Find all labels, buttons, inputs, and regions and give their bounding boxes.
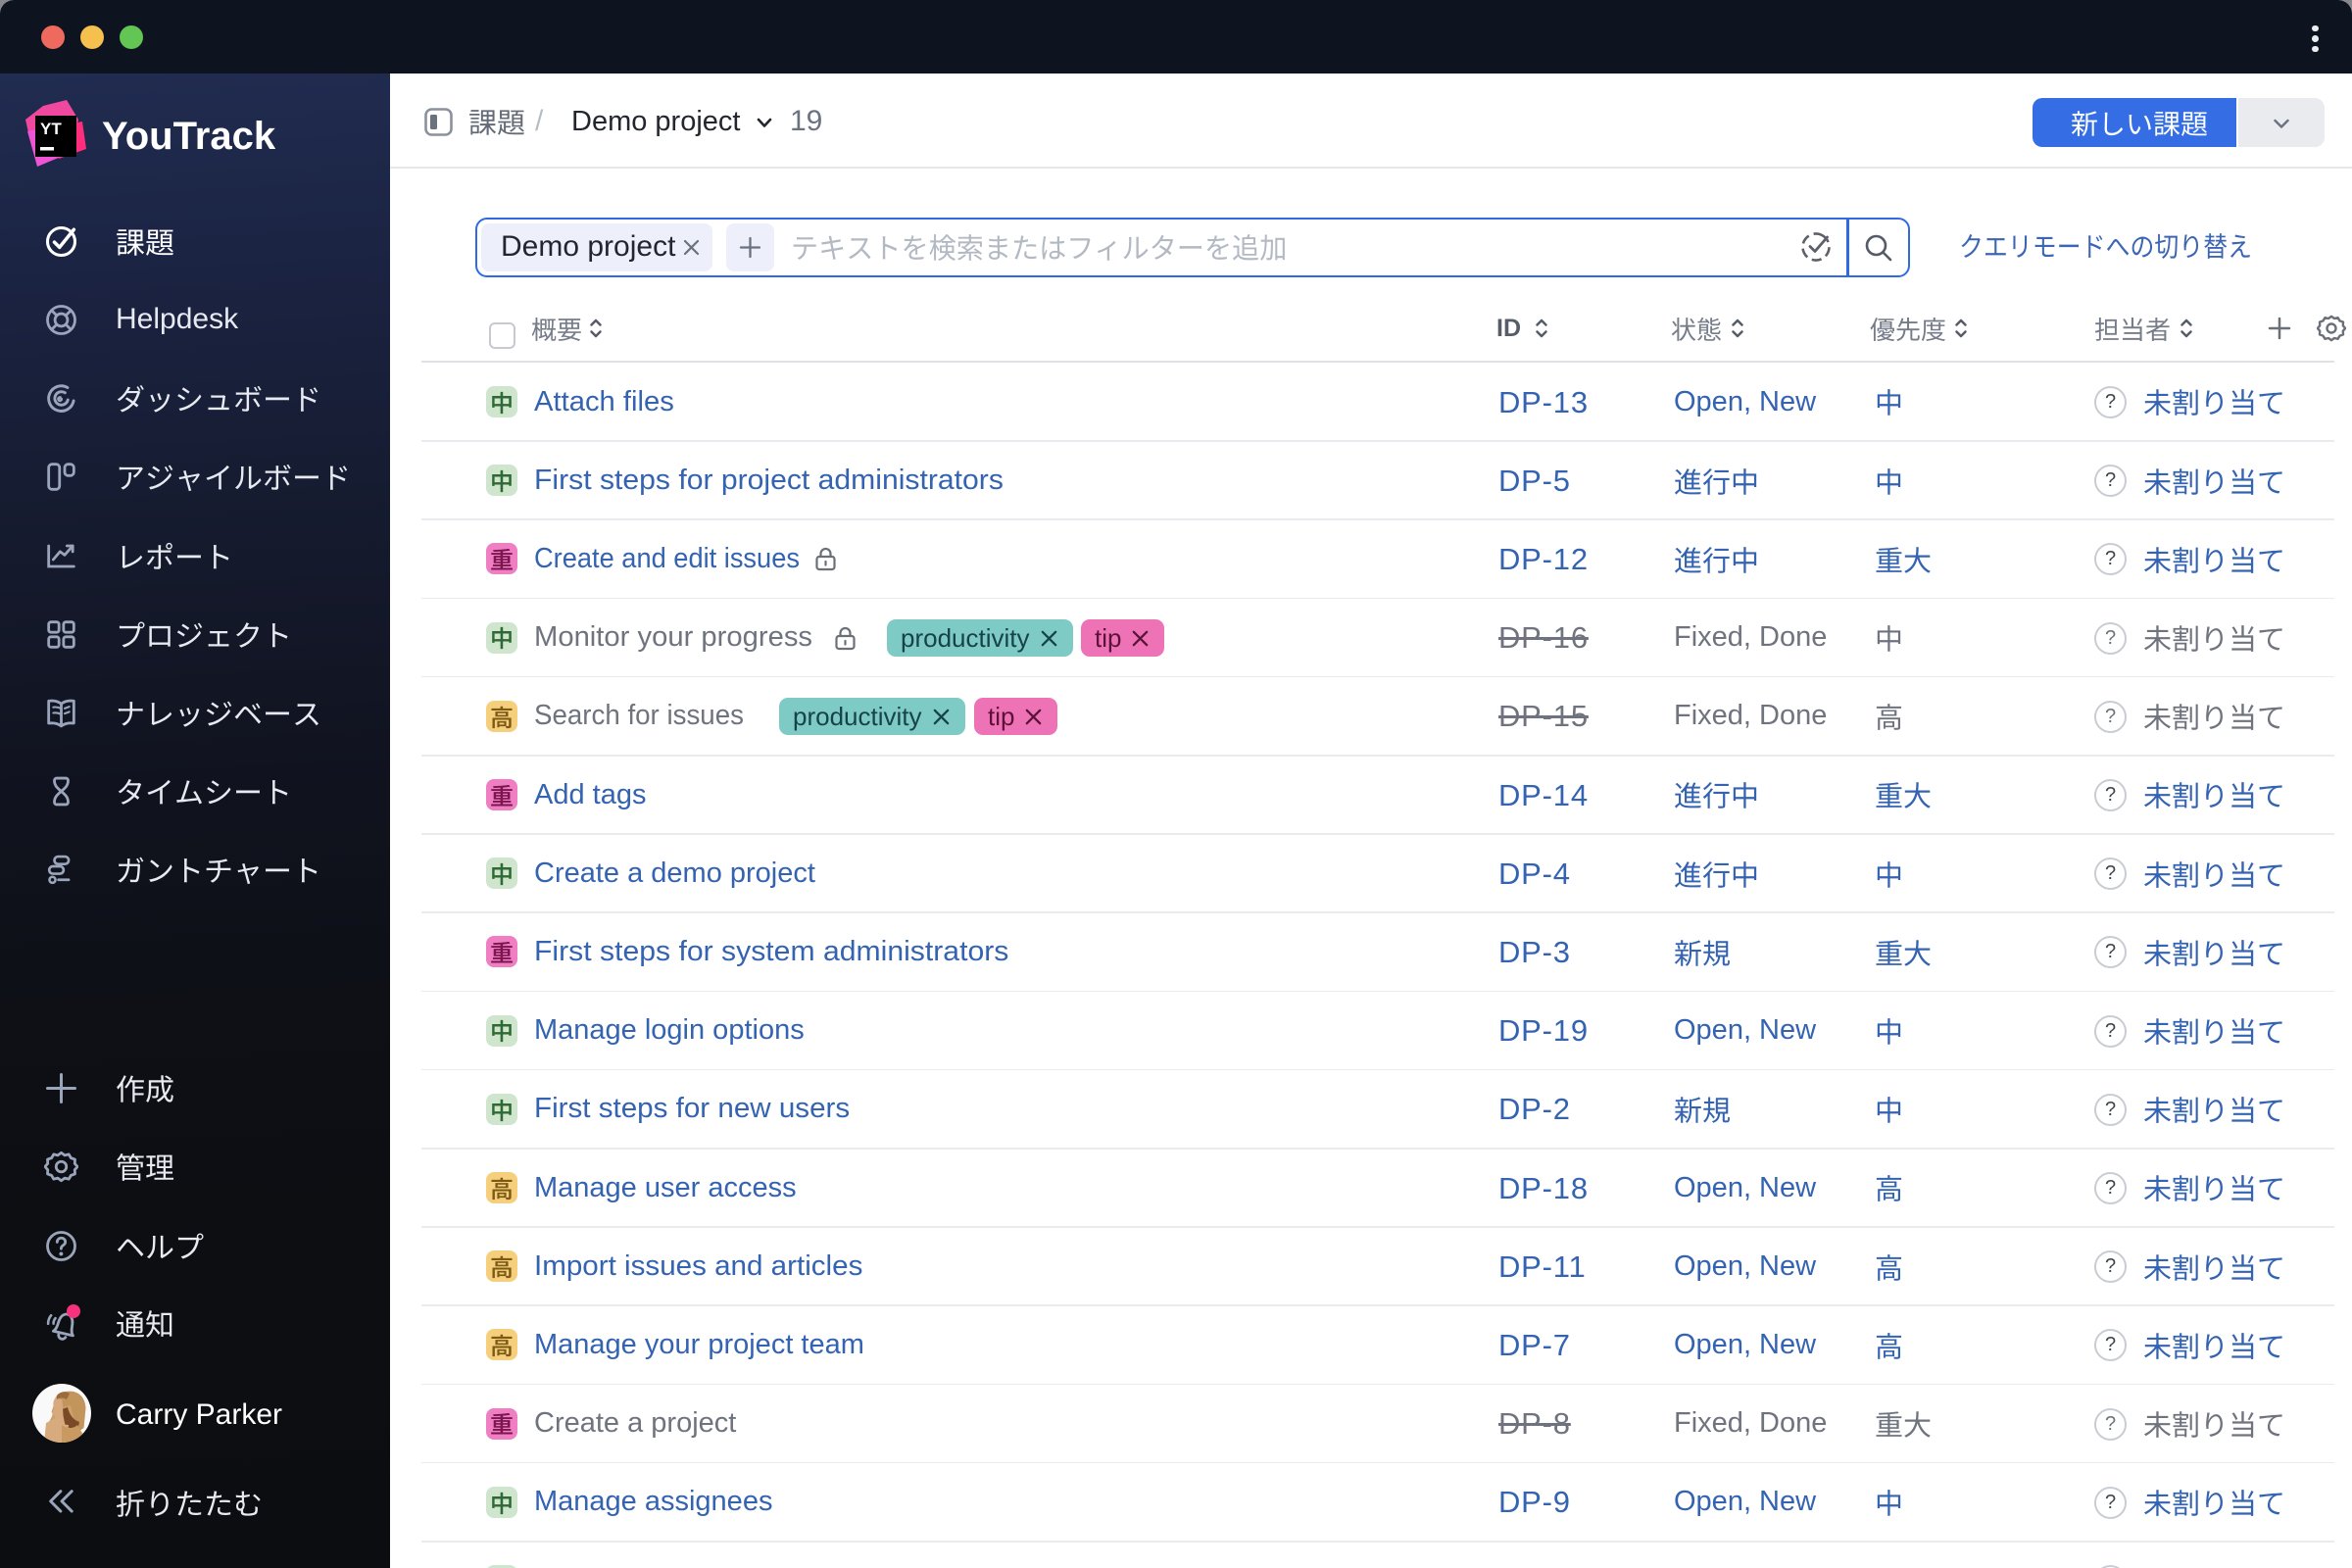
svg-text:YT: YT xyxy=(40,120,62,138)
